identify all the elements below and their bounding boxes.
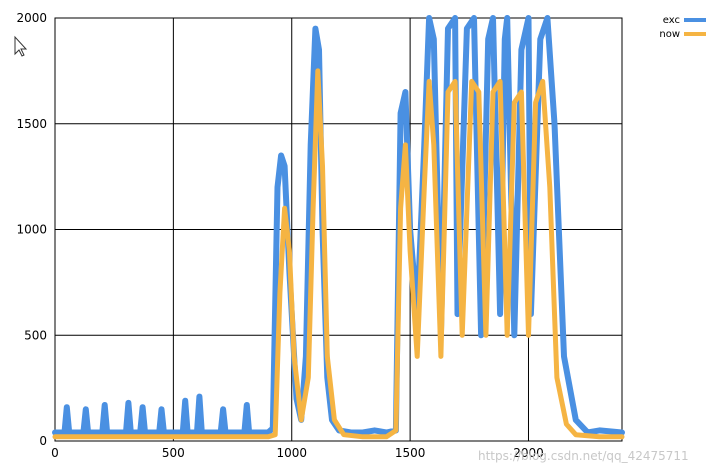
x-tick-label: 2000 bbox=[513, 446, 544, 460]
legend: exc now bbox=[659, 15, 706, 40]
y-tick-label: 500 bbox=[24, 328, 47, 342]
y-tick-label: 0 bbox=[39, 434, 47, 448]
x-tick-label: 1500 bbox=[395, 446, 426, 460]
watermark-text: https://blog.csdn.net/qq_42475711 bbox=[478, 449, 689, 463]
series-layer bbox=[52, 15, 625, 440]
legend-label-now: now bbox=[659, 29, 680, 40]
y-tick-label: 1000 bbox=[16, 223, 47, 237]
tick-labels: 0 500 1000 1500 2000 0 500 1000 1500 2000 bbox=[16, 11, 543, 460]
axes bbox=[54, 17, 623, 442]
mouse-pointer-icon bbox=[14, 35, 28, 57]
legend-label-exc: exc bbox=[663, 15, 680, 26]
series-line-exc bbox=[52, 15, 625, 436]
y-tick-label: 1500 bbox=[16, 117, 47, 131]
y-tick-label: 2000 bbox=[16, 11, 47, 25]
x-tick-label: 500 bbox=[162, 446, 185, 460]
x-tick-label: 1000 bbox=[276, 446, 307, 460]
plot-border bbox=[54, 17, 623, 442]
series-line-now bbox=[52, 68, 625, 440]
x-tick-label: 0 bbox=[51, 446, 59, 460]
